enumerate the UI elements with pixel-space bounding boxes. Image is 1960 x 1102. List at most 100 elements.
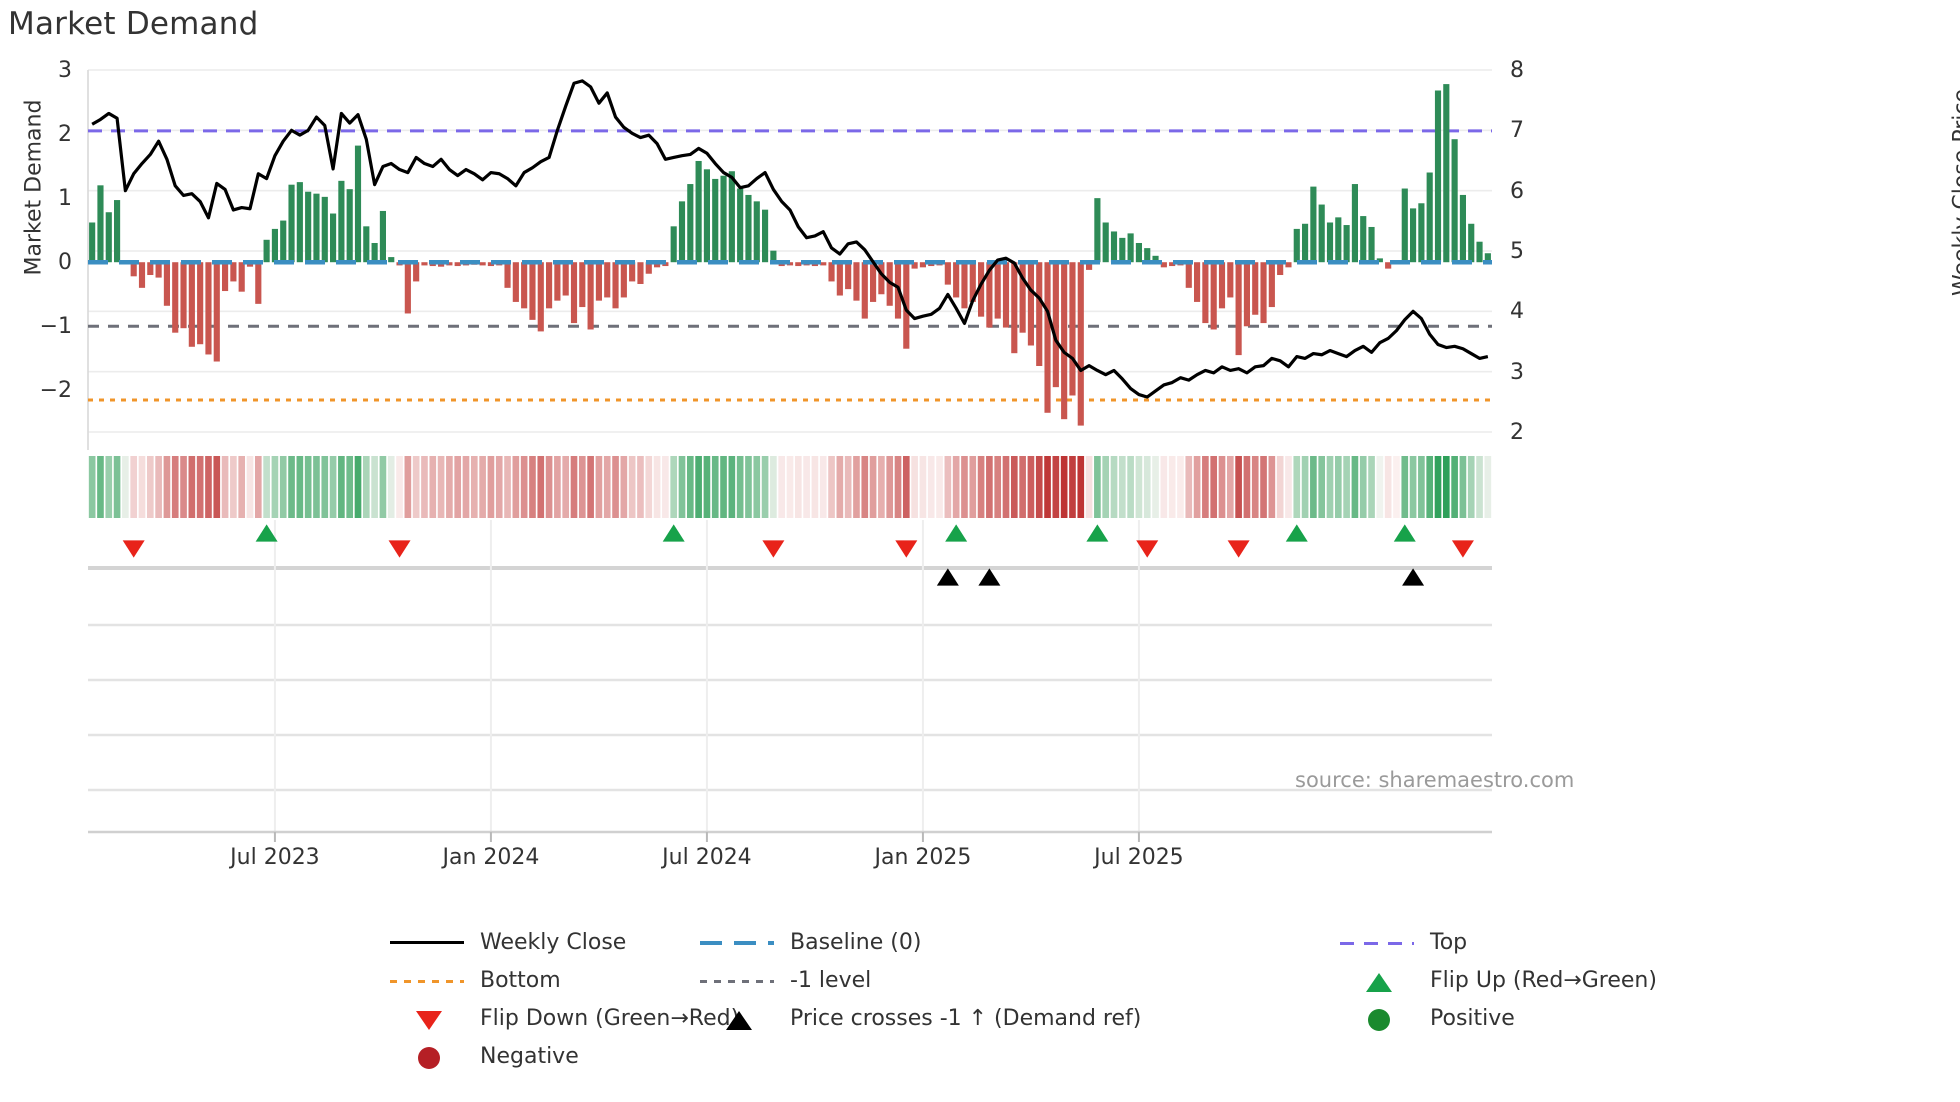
demand-bar: [1044, 262, 1051, 413]
demand-bar: [1360, 216, 1367, 263]
demand-bar: [1451, 139, 1458, 263]
demand-bar: [861, 262, 868, 319]
demand-bar: [1144, 248, 1151, 263]
demand-bar: [454, 262, 461, 267]
demand-bar: [870, 262, 877, 302]
demand-bar: [404, 262, 411, 314]
legend-swatch: [1366, 973, 1392, 992]
x-tick: Jul 2025: [1094, 845, 1184, 870]
demand-bar: [1019, 262, 1026, 333]
y-tick-left: 0: [58, 250, 72, 276]
demand-bar: [346, 189, 353, 263]
heat-cell: [545, 456, 553, 518]
demand-bar: [637, 262, 644, 284]
legend-swatch: [416, 1011, 442, 1030]
demand-bar: [1484, 253, 1491, 263]
heat-cell: [578, 456, 586, 518]
demand-bar: [845, 262, 852, 290]
legend-item-flip-up[interactable]: Flip Up (Red→Green): [1340, 966, 1657, 994]
flip-up-marker: [1086, 524, 1109, 542]
demand-bar: [1318, 204, 1325, 263]
heat-cell: [1035, 456, 1043, 518]
legend-label: Baseline (0): [790, 929, 922, 955]
legend-item-baseline[interactable]: Baseline (0): [700, 928, 921, 956]
heat-cell: [246, 456, 254, 518]
heat-cell: [138, 456, 146, 518]
heat-cell: [188, 456, 196, 518]
y-tick-left: 1: [58, 186, 72, 212]
y-tick-right: 5: [1510, 239, 1524, 264]
demand-bar: [1135, 242, 1142, 263]
heat-cell: [703, 456, 711, 518]
legend-item-weekly-close[interactable]: Weekly Close: [390, 928, 626, 956]
demand-bar: [330, 213, 337, 263]
legend-item-positive[interactable]: Positive: [1340, 1004, 1515, 1032]
heat-cell: [728, 456, 736, 518]
demand-bar: [97, 185, 104, 263]
heat-cell: [952, 456, 960, 518]
demand-bar: [1069, 262, 1076, 396]
heat-cell: [620, 456, 628, 518]
heat-cell: [836, 456, 844, 518]
heat-cell: [819, 456, 827, 518]
heat-cell: [686, 456, 694, 518]
demand-bar: [546, 262, 553, 309]
x-tick: Jul 2024: [662, 845, 752, 870]
legend-swatch: [390, 980, 464, 983]
demand-bar: [197, 262, 204, 345]
legend-item-negative[interactable]: Negative: [390, 1042, 579, 1070]
x-tick: Jul 2023: [230, 845, 320, 870]
demand-bar: [579, 262, 586, 308]
heat-cell: [130, 456, 138, 518]
heat-cell: [288, 456, 295, 518]
demand-bar: [670, 226, 677, 263]
heat-cell: [1143, 456, 1151, 518]
demand-bar: [745, 194, 752, 263]
triangle-down-icon: [390, 1008, 464, 1030]
heat-cell: [1110, 456, 1118, 518]
heat-cell: [786, 456, 794, 518]
heat-cell: [338, 456, 345, 518]
triangle-up-icon: [700, 1008, 774, 1030]
legend-item-top[interactable]: Top: [1340, 928, 1467, 956]
page-title: Market Demand: [8, 6, 259, 42]
demand-bar: [1210, 262, 1217, 330]
demand-bar: [1310, 186, 1317, 263]
heat-cell: [379, 456, 387, 518]
flip-down-marker: [122, 540, 145, 558]
heat-cell: [1010, 456, 1018, 518]
legend-item-price-cross[interactable]: Price crosses -1 ↑ (Demand ref): [700, 1004, 1141, 1032]
demand-bar: [280, 220, 287, 263]
chart-canvas: [87, 69, 1492, 842]
heat-cell: [354, 456, 362, 518]
demand-bar: [1343, 225, 1350, 263]
heat-cell: [537, 456, 545, 518]
demand-bar: [147, 262, 154, 276]
demand-bar: [836, 262, 843, 296]
demand-bar: [305, 191, 312, 263]
heat-cell: [387, 456, 395, 518]
legend-label: Flip Up (Red→Green): [1430, 967, 1657, 993]
heat-cell: [986, 456, 993, 518]
demand-bar: [853, 262, 860, 301]
heat-cell: [1260, 456, 1267, 518]
demand-heat-strip: [88, 456, 1492, 518]
heat-cell: [1226, 456, 1234, 518]
demand-bar: [1002, 262, 1010, 328]
demand-bar: [795, 262, 802, 267]
demand-bar: [230, 262, 237, 282]
demand-bar: [554, 262, 561, 301]
demand-bar: [770, 250, 777, 263]
heat-cell: [1451, 456, 1458, 518]
heat-cell: [1202, 456, 1209, 518]
demand-bar: [953, 262, 960, 298]
demand-bar: [1169, 262, 1176, 267]
heat-cell: [329, 456, 337, 518]
heat-cell: [869, 456, 877, 518]
flip-up-marker: [255, 524, 278, 542]
heat-cell: [761, 456, 769, 518]
legend-item-bottom[interactable]: Bottom: [390, 966, 561, 994]
legend-item-flip-down[interactable]: Flip Down (Green→Red): [390, 1004, 739, 1032]
legend-item-minus-1-level[interactable]: -1 level: [700, 966, 871, 994]
heat-cell: [462, 456, 470, 518]
